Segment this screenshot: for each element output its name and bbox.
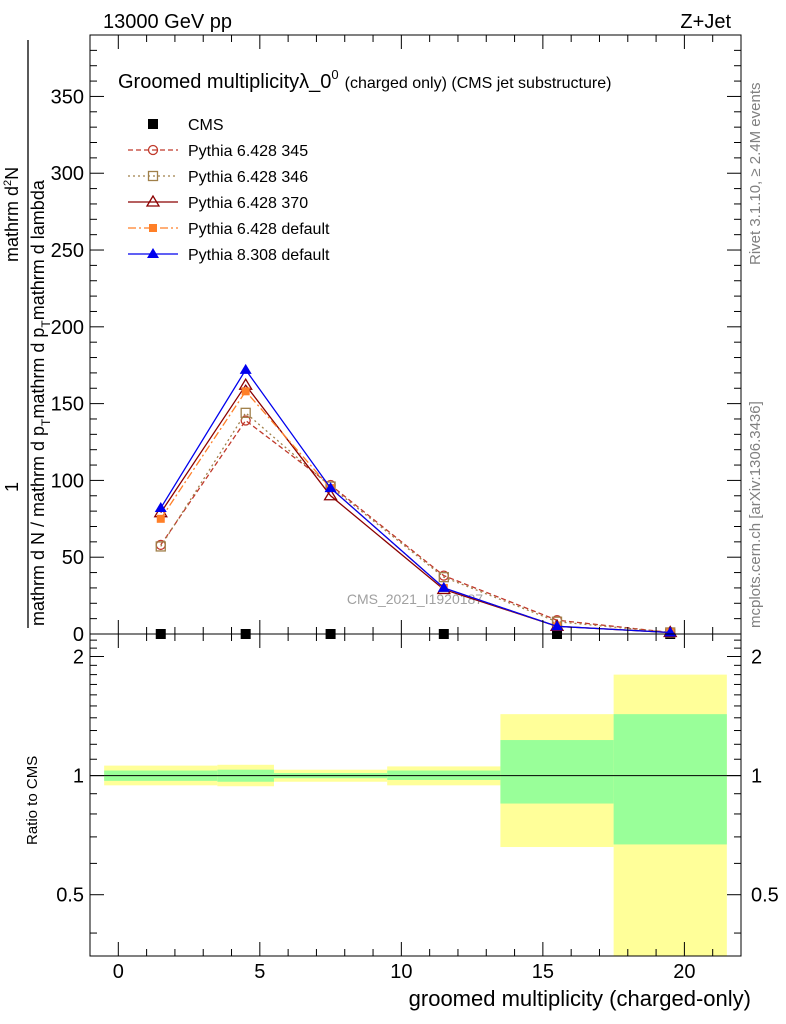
main-series-group <box>153 363 678 639</box>
legend-label-cms: CMS <box>188 117 224 134</box>
ratio-y-tick-label-right: 1 <box>751 766 762 788</box>
data-point-p346 <box>438 572 449 583</box>
watermark: CMS_2021_I1920187 <box>347 591 483 607</box>
x-tick-label: 5 <box>254 961 265 983</box>
legend-label-p8def: Pythia 8.308 default <box>188 247 330 264</box>
plot-title-main: Groomed multiplicityλ_0 <box>118 71 331 93</box>
data-point-p8def <box>239 363 252 374</box>
main-y-tick-label: 150 <box>51 394 84 416</box>
legend-item-p8def: Pythia 8.308 default <box>128 247 330 264</box>
legend-marker-cms <box>148 119 158 129</box>
legend-item-p345: Pythia 6.428 345 <box>128 143 308 160</box>
legend-marker-p6def <box>149 224 157 232</box>
legend-label-p346: Pythia 6.428 346 <box>188 169 308 186</box>
data-point-p370 <box>323 488 338 501</box>
ratio-plot: 0.5 0.51 12 20 5 10 15 20 Ratio to CMS groomed … <box>24 633 779 1011</box>
legend-item-p346: Pythia 6.428 346 <box>128 169 308 186</box>
x-tick-label: 10 <box>390 961 412 983</box>
main-y-tick-label: 50 <box>62 547 84 569</box>
plot-title-sup: 0 <box>331 67 338 82</box>
data-point-p8def <box>551 620 564 631</box>
rivet-version-label: Rivet 3.1.10, ≥ 2.4M events <box>747 83 764 266</box>
ylabel-numerator: mathrm d2N <box>2 167 22 262</box>
data-point-p346 <box>240 407 251 418</box>
ratio-y-tick-label: 1 <box>73 766 84 788</box>
data-point-p6def <box>156 514 165 523</box>
data-point-p8def <box>437 581 450 592</box>
main-y-tick-label: 350 <box>51 86 84 108</box>
series-line-p8def <box>160 368 671 634</box>
ratio-y-tick-label: 0.5 <box>56 885 84 907</box>
legend-marker-p346 <box>147 170 159 182</box>
legend-marker-p370 <box>145 194 161 207</box>
main-plot: CMS_2021_I1920187 501001502002503003500 … <box>2 34 742 646</box>
legend-marker-p345 <box>147 144 159 156</box>
data-point-p346 <box>155 541 166 552</box>
data-point-p8def <box>154 502 167 513</box>
ratio-band-inner <box>613 714 727 845</box>
ratio-bands <box>104 674 727 956</box>
legend-item-p370: Pythia 6.428 370 <box>128 194 308 212</box>
legend-label-p345: Pythia 6.428 345 <box>188 143 308 160</box>
legend: CMS Pythia 6.428 345 Pythia 6.428 346 Pythi… <box>128 117 330 264</box>
header-process: Z+Jet <box>680 11 731 33</box>
ylabel-denominator: mathrm d N / mathrm d pTmathrm d pTmathr… <box>28 179 53 626</box>
ratio-y-tick-label-right: 0.5 <box>751 885 779 907</box>
plot-title-sub: (charged only) (CMS jet substructure) <box>345 75 612 92</box>
x-axis-label: groomed multiplicity (charged-only) <box>409 986 751 1011</box>
main-y-tick-label: 200 <box>51 317 84 339</box>
legend-item-p6def: Pythia 6.428 default <box>128 221 330 238</box>
x-tick-label: 20 <box>673 961 695 983</box>
ratio-y-axis-label: Ratio to CMS <box>24 756 41 845</box>
main-y-tick-label: 300 <box>51 163 84 185</box>
main-y-tick-label-zero: 0 <box>73 624 84 646</box>
header-energy: 13000 GeV pp <box>103 11 232 33</box>
series-line-p346 <box>160 411 671 634</box>
series-line-p345 <box>160 419 671 634</box>
main-y-tick-label: 250 <box>51 240 84 262</box>
ylabel-one: 1 <box>2 482 22 492</box>
legend-label-p370: Pythia 6.428 370 <box>188 195 308 212</box>
main-y-tick-label: 100 <box>51 470 84 492</box>
data-point-p6def <box>241 387 250 396</box>
mcplots-label: mcplots.cern.ch [arXiv:1306.3436] <box>747 401 764 628</box>
plot-title: Groomed multiplicityλ_00 (charged only) (… <box>118 67 611 93</box>
ratio-band-inner <box>500 740 614 804</box>
series-p8def <box>154 363 677 637</box>
legend-marker-p8def <box>147 248 159 258</box>
main-y-axis-label: 1 mathrm d2N mathrm d N / mathrm d pTmat… <box>2 40 53 628</box>
ratio-y-tick-label: 2 <box>73 647 84 669</box>
ratio-y-tick-label-right: 2 <box>751 647 762 669</box>
x-tick-label: 15 <box>532 961 554 983</box>
data-point-p8def <box>324 482 337 493</box>
legend-label-p6def: Pythia 6.428 default <box>188 221 330 238</box>
x-tick-label: 0 <box>113 961 124 983</box>
data-point-p345 <box>240 415 251 426</box>
legend-item-cms: CMS <box>148 117 224 134</box>
ratio-frame <box>89 633 742 957</box>
